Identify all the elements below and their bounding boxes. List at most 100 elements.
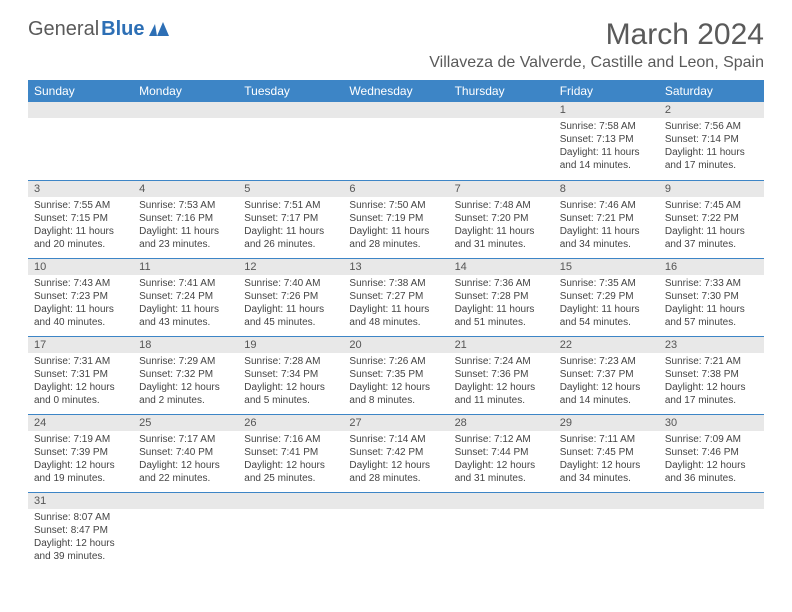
day-number-empty [449,102,554,118]
weekday-header: Wednesday [343,80,448,102]
day-number: 3 [28,181,133,197]
calendar-cell: 28Sunrise: 7:12 AM Sunset: 7:44 PM Dayli… [449,414,554,492]
calendar-cell: 27Sunrise: 7:14 AM Sunset: 7:42 PM Dayli… [343,414,448,492]
day-number: 22 [554,337,659,353]
day-number: 26 [238,415,343,431]
day-number-empty [449,493,554,509]
day-number: 30 [659,415,764,431]
day-number: 23 [659,337,764,353]
calendar-cell [133,102,238,180]
weekday-header: Saturday [659,80,764,102]
calendar-table: Sunday Monday Tuesday Wednesday Thursday… [28,80,764,570]
calendar-row: 10Sunrise: 7:43 AM Sunset: 7:23 PM Dayli… [28,258,764,336]
logo-flag-icon [149,22,169,38]
day-details: Sunrise: 7:40 AM Sunset: 7:26 PM Dayligh… [238,275,343,333]
calendar-row: 31Sunrise: 8:07 AM Sunset: 8:47 PM Dayli… [28,492,764,570]
day-details: Sunrise: 7:50 AM Sunset: 7:19 PM Dayligh… [343,197,448,255]
calendar-cell: 23Sunrise: 7:21 AM Sunset: 7:38 PM Dayli… [659,336,764,414]
weekday-header: Sunday [28,80,133,102]
calendar-cell: 29Sunrise: 7:11 AM Sunset: 7:45 PM Dayli… [554,414,659,492]
day-details: Sunrise: 7:48 AM Sunset: 7:20 PM Dayligh… [449,197,554,255]
calendar-cell [133,492,238,570]
day-number-empty [343,493,448,509]
weekday-header: Thursday [449,80,554,102]
logo-text-2: Blue [101,18,144,41]
calendar-cell: 8Sunrise: 7:46 AM Sunset: 7:21 PM Daylig… [554,180,659,258]
calendar-cell [449,102,554,180]
day-number-empty [554,493,659,509]
day-number: 4 [133,181,238,197]
day-details: Sunrise: 7:24 AM Sunset: 7:36 PM Dayligh… [449,353,554,411]
day-details: Sunrise: 7:35 AM Sunset: 7:29 PM Dayligh… [554,275,659,333]
day-number: 14 [449,259,554,275]
day-details: Sunrise: 7:46 AM Sunset: 7:21 PM Dayligh… [554,197,659,255]
weekday-header: Monday [133,80,238,102]
calendar-cell: 11Sunrise: 7:41 AM Sunset: 7:24 PM Dayli… [133,258,238,336]
logo-text-1: General [28,18,99,41]
day-number: 11 [133,259,238,275]
calendar-cell: 4Sunrise: 7:53 AM Sunset: 7:16 PM Daylig… [133,180,238,258]
day-details: Sunrise: 7:33 AM Sunset: 7:30 PM Dayligh… [659,275,764,333]
calendar-cell: 1Sunrise: 7:58 AM Sunset: 7:13 PM Daylig… [554,102,659,180]
day-number: 2 [659,102,764,118]
day-details: Sunrise: 7:45 AM Sunset: 7:22 PM Dayligh… [659,197,764,255]
calendar-cell: 30Sunrise: 7:09 AM Sunset: 7:46 PM Dayli… [659,414,764,492]
day-number: 31 [28,493,133,509]
day-details: Sunrise: 7:41 AM Sunset: 7:24 PM Dayligh… [133,275,238,333]
calendar-cell: 17Sunrise: 7:31 AM Sunset: 7:31 PM Dayli… [28,336,133,414]
calendar-cell: 24Sunrise: 7:19 AM Sunset: 7:39 PM Dayli… [28,414,133,492]
calendar-cell: 16Sunrise: 7:33 AM Sunset: 7:30 PM Dayli… [659,258,764,336]
title-location: Villaveza de Valverde, Castille and Leon… [429,54,764,72]
day-details: Sunrise: 7:11 AM Sunset: 7:45 PM Dayligh… [554,431,659,489]
day-details: Sunrise: 7:51 AM Sunset: 7:17 PM Dayligh… [238,197,343,255]
day-details: Sunrise: 7:53 AM Sunset: 7:16 PM Dayligh… [133,197,238,255]
calendar-cell [343,492,448,570]
day-number: 27 [343,415,448,431]
calendar-cell: 7Sunrise: 7:48 AM Sunset: 7:20 PM Daylig… [449,180,554,258]
day-number: 19 [238,337,343,353]
day-number: 18 [133,337,238,353]
day-details: Sunrise: 7:19 AM Sunset: 7:39 PM Dayligh… [28,431,133,489]
title-block: March 2024 Villaveza de Valverde, Castil… [429,18,764,72]
day-details: Sunrise: 7:16 AM Sunset: 7:41 PM Dayligh… [238,431,343,489]
day-number-empty [133,102,238,118]
day-details: Sunrise: 7:23 AM Sunset: 7:37 PM Dayligh… [554,353,659,411]
weekday-header: Friday [554,80,659,102]
calendar-cell [554,492,659,570]
calendar-row: 17Sunrise: 7:31 AM Sunset: 7:31 PM Dayli… [28,336,764,414]
calendar-row: 3Sunrise: 7:55 AM Sunset: 7:15 PM Daylig… [28,180,764,258]
day-details: Sunrise: 7:26 AM Sunset: 7:35 PM Dayligh… [343,353,448,411]
calendar-cell [449,492,554,570]
day-number: 13 [343,259,448,275]
calendar-cell: 26Sunrise: 7:16 AM Sunset: 7:41 PM Dayli… [238,414,343,492]
title-month: March 2024 [429,18,764,52]
calendar-cell: 15Sunrise: 7:35 AM Sunset: 7:29 PM Dayli… [554,258,659,336]
day-number-empty [343,102,448,118]
day-number: 6 [343,181,448,197]
calendar-cell [343,102,448,180]
day-number-empty [238,493,343,509]
day-details: Sunrise: 7:58 AM Sunset: 7:13 PM Dayligh… [554,118,659,176]
day-number: 20 [343,337,448,353]
day-details: Sunrise: 7:09 AM Sunset: 7:46 PM Dayligh… [659,431,764,489]
day-details: Sunrise: 7:17 AM Sunset: 7:40 PM Dayligh… [133,431,238,489]
weekday-header-row: Sunday Monday Tuesday Wednesday Thursday… [28,80,764,102]
day-details: Sunrise: 8:07 AM Sunset: 8:47 PM Dayligh… [28,509,133,567]
calendar-cell: 21Sunrise: 7:24 AM Sunset: 7:36 PM Dayli… [449,336,554,414]
calendar-cell: 2Sunrise: 7:56 AM Sunset: 7:14 PM Daylig… [659,102,764,180]
calendar-row: 24Sunrise: 7:19 AM Sunset: 7:39 PM Dayli… [28,414,764,492]
day-number: 16 [659,259,764,275]
calendar-cell: 25Sunrise: 7:17 AM Sunset: 7:40 PM Dayli… [133,414,238,492]
day-details: Sunrise: 7:14 AM Sunset: 7:42 PM Dayligh… [343,431,448,489]
calendar-cell: 6Sunrise: 7:50 AM Sunset: 7:19 PM Daylig… [343,180,448,258]
day-number: 10 [28,259,133,275]
calendar-cell: 9Sunrise: 7:45 AM Sunset: 7:22 PM Daylig… [659,180,764,258]
calendar-cell: 31Sunrise: 8:07 AM Sunset: 8:47 PM Dayli… [28,492,133,570]
day-details: Sunrise: 7:38 AM Sunset: 7:27 PM Dayligh… [343,275,448,333]
weekday-header: Tuesday [238,80,343,102]
day-details: Sunrise: 7:12 AM Sunset: 7:44 PM Dayligh… [449,431,554,489]
day-number: 5 [238,181,343,197]
calendar-cell [238,102,343,180]
day-number: 9 [659,181,764,197]
calendar-cell [659,492,764,570]
